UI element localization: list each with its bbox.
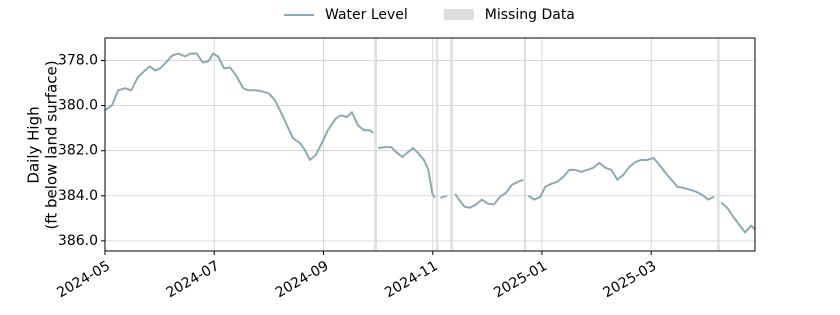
water-level-line — [104, 52, 756, 234]
x-tick-label: 2025-01 — [491, 258, 550, 301]
missing-data-band — [436, 38, 439, 251]
x-tick-label: 2024-09 — [273, 258, 332, 301]
missing-data-band — [717, 38, 720, 251]
plot-area — [105, 38, 755, 251]
legend-swatch — [443, 9, 474, 20]
missing-data-band — [450, 38, 453, 251]
y-axis-label: Daily High — [25, 106, 43, 183]
x-tick-label: 2024-05 — [54, 258, 113, 301]
y-tick-label: 386.0 — [58, 233, 98, 249]
missing-data-band — [374, 38, 378, 251]
legend-label: Water Level — [325, 7, 408, 23]
x-tick-label: 2024-07 — [164, 258, 223, 301]
plot-frame — [104, 37, 756, 252]
y-tick-label: 382.0 — [58, 143, 98, 159]
y-tick-label: 384.0 — [58, 188, 98, 204]
x-tick-label: 2025-03 — [601, 258, 660, 301]
y-tick-label: 378.0 — [58, 53, 98, 69]
y-tick-label: 380.0 — [58, 98, 98, 114]
y-axis-label: (ft below land surface) — [43, 60, 61, 229]
legend-label: Missing Data — [485, 7, 575, 23]
x-tick-label: 2024-11 — [382, 258, 441, 301]
missing-data-band — [523, 38, 527, 251]
